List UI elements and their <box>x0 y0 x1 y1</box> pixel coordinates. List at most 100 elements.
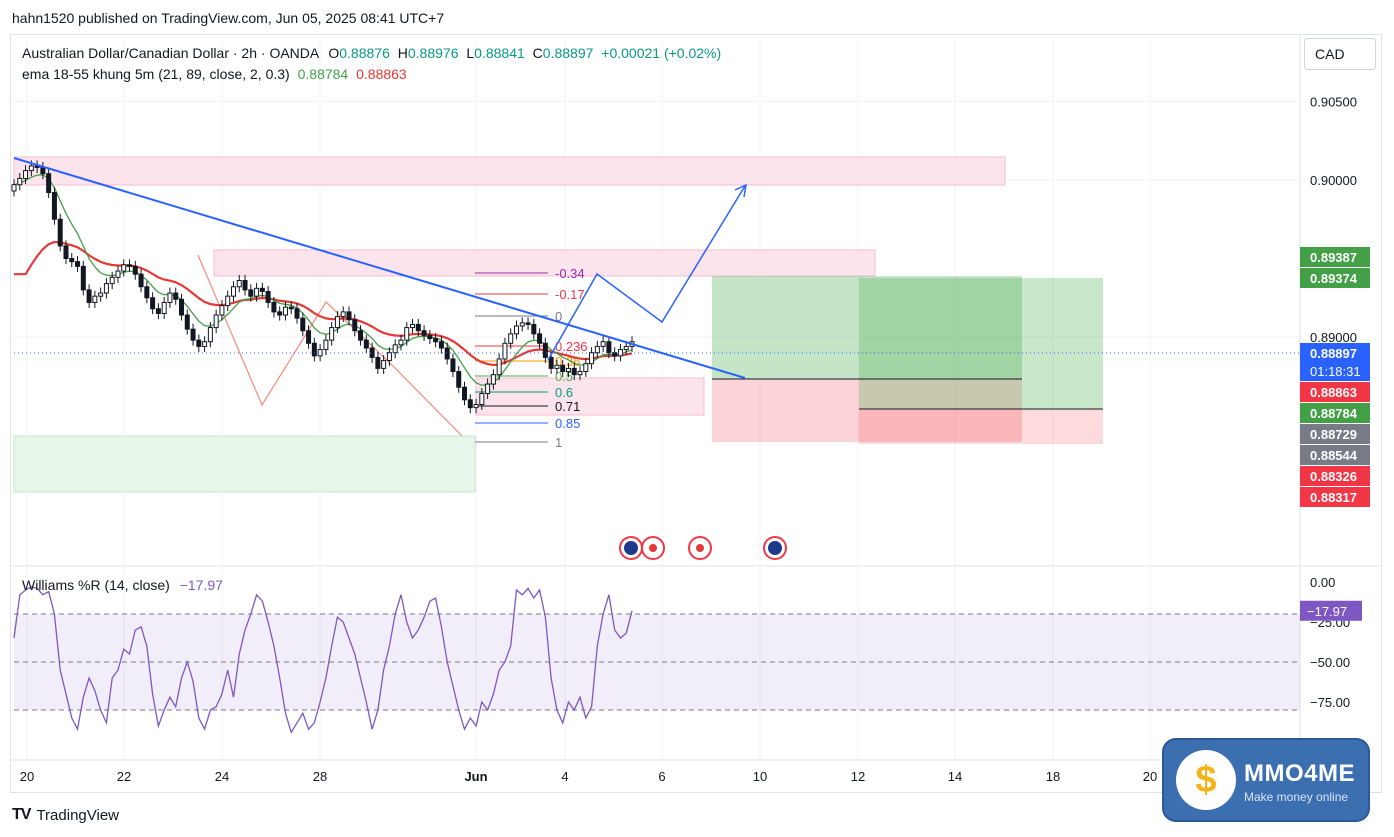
candle[interactable] <box>525 322 531 325</box>
candle[interactable] <box>381 360 387 369</box>
candle[interactable] <box>502 342 508 360</box>
candle[interactable] <box>121 264 127 272</box>
candle[interactable] <box>623 345 629 351</box>
ema-legend[interactable]: ema 18-55 khung 5m (21, 89, close, 2, 0.… <box>22 66 407 82</box>
candle[interactable] <box>75 261 81 267</box>
candle[interactable] <box>57 218 63 247</box>
candle[interactable] <box>548 356 554 369</box>
candle[interactable] <box>282 306 288 316</box>
candle[interactable] <box>178 298 184 316</box>
candle[interactable] <box>115 270 121 278</box>
candle[interactable] <box>444 347 450 360</box>
candle[interactable] <box>28 165 34 172</box>
candle[interactable] <box>11 184 17 192</box>
candle[interactable] <box>254 287 260 297</box>
candle[interactable] <box>421 330 427 336</box>
candle[interactable] <box>606 341 612 354</box>
candle[interactable] <box>86 289 92 303</box>
candle[interactable] <box>560 364 566 373</box>
candle[interactable] <box>184 314 190 330</box>
candle[interactable] <box>277 311 283 316</box>
candle[interactable] <box>456 371 462 388</box>
candle[interactable] <box>219 305 225 316</box>
candle[interactable] <box>531 323 537 335</box>
candle[interactable] <box>485 383 491 395</box>
tradingview-footer[interactable]: TV TradingView <box>12 806 119 824</box>
williams-legend[interactable]: Williams %R (14, close) −17.97 <box>22 577 223 593</box>
candle[interactable] <box>248 289 254 297</box>
candle[interactable] <box>161 301 167 314</box>
candle[interactable] <box>40 166 46 175</box>
candle[interactable] <box>375 356 381 369</box>
candle[interactable] <box>80 265 86 291</box>
supply-zone-low[interactable] <box>475 377 705 416</box>
candle[interactable] <box>167 292 173 303</box>
candle[interactable] <box>473 404 479 409</box>
candle[interactable] <box>98 292 104 297</box>
candle[interactable] <box>358 330 364 341</box>
trendline[interactable] <box>13 157 746 379</box>
candle[interactable] <box>490 374 496 385</box>
candle[interactable] <box>127 264 133 267</box>
candle[interactable] <box>132 265 138 275</box>
supply-zone-top[interactable] <box>13 156 1006 186</box>
candle[interactable] <box>288 306 294 310</box>
candle[interactable] <box>311 342 317 357</box>
economic-events[interactable] <box>619 536 787 560</box>
candle[interactable] <box>513 325 519 335</box>
candle[interactable] <box>259 287 265 292</box>
candle[interactable] <box>236 279 242 288</box>
candle[interactable] <box>508 333 514 344</box>
candle[interactable] <box>594 345 600 354</box>
candle[interactable] <box>334 316 340 329</box>
candle[interactable] <box>427 334 433 340</box>
candle[interactable] <box>23 170 29 179</box>
demand-zone[interactable] <box>13 435 476 493</box>
candle[interactable] <box>306 330 312 344</box>
candle[interactable] <box>433 338 439 343</box>
candle[interactable] <box>92 295 98 303</box>
candle[interactable] <box>150 297 156 310</box>
long-position-loss-2[interactable] <box>859 409 1103 444</box>
supply-zone-mid[interactable] <box>213 249 876 277</box>
candle[interactable] <box>103 283 109 294</box>
candle[interactable] <box>265 290 271 303</box>
candle[interactable] <box>202 341 208 347</box>
candle[interactable] <box>51 192 57 220</box>
candle[interactable] <box>173 292 179 300</box>
candle[interactable] <box>467 399 473 409</box>
candle[interactable] <box>410 323 416 329</box>
candle[interactable] <box>392 344 398 354</box>
candle[interactable] <box>577 371 583 376</box>
candle[interactable] <box>329 327 335 341</box>
candle[interactable] <box>294 308 300 319</box>
candle[interactable] <box>69 258 75 263</box>
williams-r-line[interactable] <box>13 586 633 734</box>
candle[interactable] <box>207 327 213 343</box>
ema-name[interactable]: ema 18-55 khung 5m (21, 89, close, 2, 0.… <box>22 66 290 82</box>
long-position-loss-1[interactable] <box>712 379 1022 442</box>
candle[interactable] <box>271 301 277 313</box>
candle[interactable] <box>363 339 369 349</box>
candle[interactable] <box>196 339 202 347</box>
candle[interactable] <box>300 317 306 332</box>
candle[interactable] <box>537 333 543 344</box>
chart-legend[interactable]: Australian Dollar/Canadian Dollar · 2h ·… <box>22 45 721 61</box>
candle[interactable] <box>571 367 577 376</box>
candle[interactable] <box>589 352 595 365</box>
candle[interactable] <box>155 308 161 314</box>
candle[interactable] <box>46 173 52 194</box>
candle[interactable] <box>63 245 69 260</box>
candle[interactable] <box>144 286 150 299</box>
candle[interactable] <box>230 286 236 297</box>
candle[interactable] <box>404 327 410 341</box>
candle[interactable] <box>138 273 144 288</box>
candle[interactable] <box>600 341 606 347</box>
candle[interactable] <box>109 276 115 285</box>
candle[interactable] <box>17 177 23 186</box>
projection-path[interactable] <box>547 185 746 361</box>
candle[interactable] <box>554 364 560 369</box>
candle[interactable] <box>340 311 346 318</box>
candle[interactable] <box>225 295 231 307</box>
